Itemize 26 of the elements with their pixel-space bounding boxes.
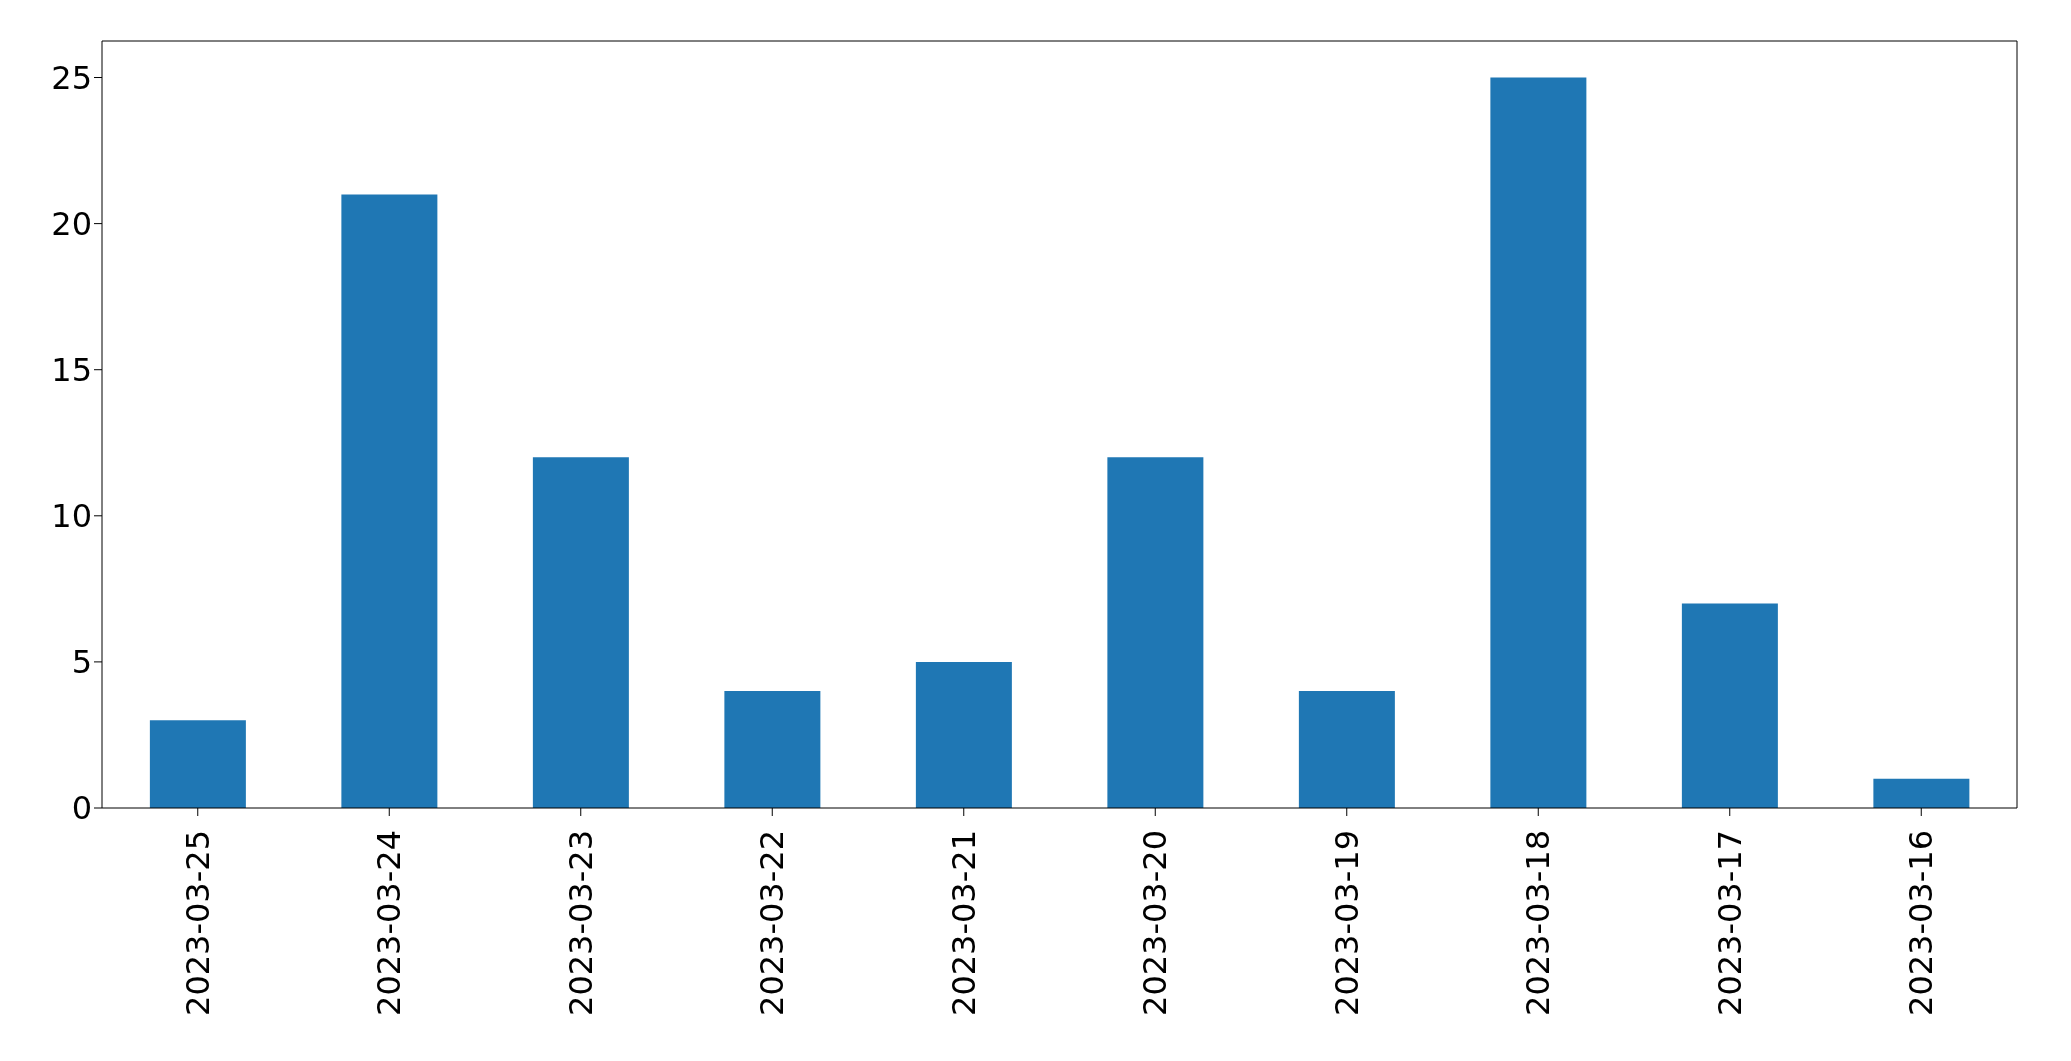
- y-tick-label: 0: [71, 789, 92, 828]
- x-tick-label: 2023-03-18: [1519, 830, 1558, 1016]
- y-tick-label: 25: [51, 58, 92, 97]
- y-tick-label: 15: [51, 351, 92, 390]
- bar: [1298, 691, 1395, 808]
- x-tick-label: 2023-03-16: [1902, 830, 1941, 1016]
- bar: [724, 691, 821, 808]
- bar: [532, 457, 629, 808]
- y-tick-label: 20: [51, 204, 92, 243]
- bar: [149, 720, 246, 808]
- y-tick-label: 10: [51, 497, 92, 536]
- x-tick-label: 2023-03-19: [1327, 830, 1366, 1016]
- x-tick-label: 2023-03-20: [1136, 830, 1175, 1016]
- x-tick-label: 2023-03-25: [178, 830, 217, 1016]
- bar: [915, 661, 1012, 808]
- bar: [1873, 778, 1970, 808]
- bar: [341, 194, 438, 808]
- bar: [1107, 457, 1204, 808]
- x-tick-label: 2023-03-24: [370, 830, 409, 1016]
- x-tick-label: 2023-03-23: [561, 830, 600, 1016]
- bar: [1681, 603, 1778, 808]
- x-tick-label: 2023-03-21: [944, 830, 983, 1016]
- bar: [1490, 77, 1587, 808]
- y-tick-label: 5: [71, 643, 92, 682]
- x-tick-label: 2023-03-22: [753, 830, 792, 1016]
- x-tick-label: 2023-03-17: [1710, 830, 1749, 1016]
